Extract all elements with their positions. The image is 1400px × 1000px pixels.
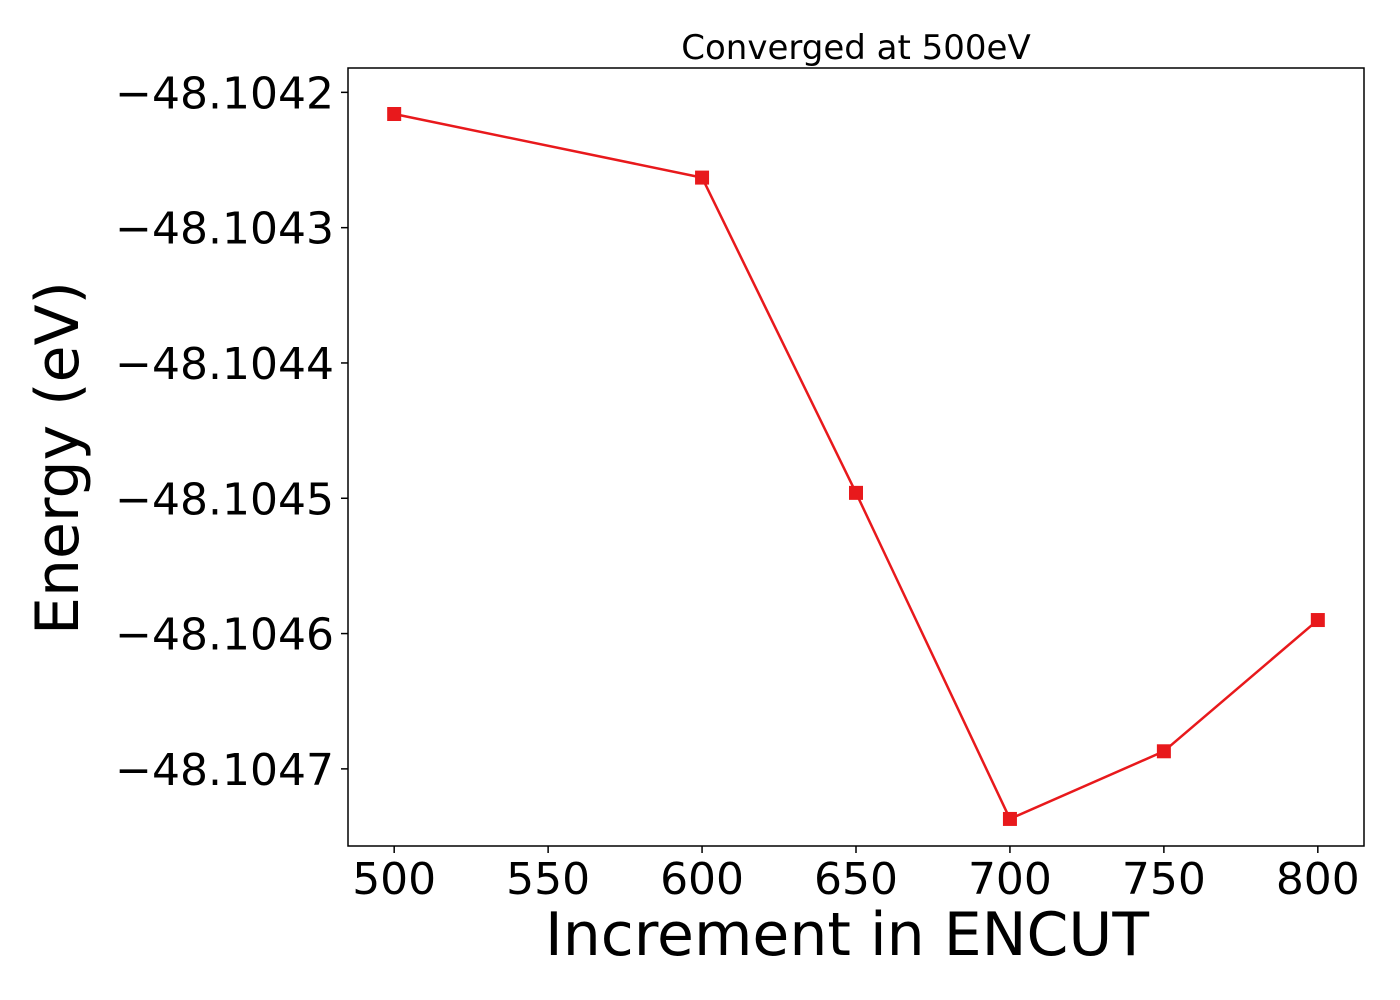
y-tick-label: −48.1044 [115,339,334,390]
y-axis-label: Energy (eV) [23,281,93,635]
y-tick-label: −48.1042 [115,68,334,119]
x-tick-label: 800 [1276,854,1360,905]
x-tick-label: 500 [352,854,436,905]
y-axis-ticks: −48.1042 −48.1043 −48.1044 −48.1045 −48.1046… [115,68,348,796]
y-tick-label: −48.1045 [115,474,334,525]
data-point-marker [387,107,402,122]
data-point-marker [1310,613,1325,628]
series-line [393,112,1319,821]
data-point-marker [1156,744,1171,759]
data-point-marker [849,485,863,500]
data-point-marker [695,170,710,185]
y-tick-label: −48.1043 [115,204,334,255]
x-tick-label: 750 [1122,854,1206,905]
y-tick-label: −48.1047 [115,745,334,796]
x-tick-label: 550 [506,854,590,905]
x-tick-label: 600 [660,854,744,905]
data-point-marker [1002,811,1017,826]
x-axis-label: Increment in ENCUT [545,900,1149,970]
y-tick-label: −48.1046 [115,610,334,661]
chart-title: Converged at 500eV [681,28,1030,68]
x-tick-label: 700 [968,854,1052,905]
plot-area [387,107,1325,826]
plot-frame [347,67,1365,847]
x-axis-ticks: 500 550 600 650 700 750 800 [352,846,1360,905]
x-tick-label: 650 [814,854,898,905]
